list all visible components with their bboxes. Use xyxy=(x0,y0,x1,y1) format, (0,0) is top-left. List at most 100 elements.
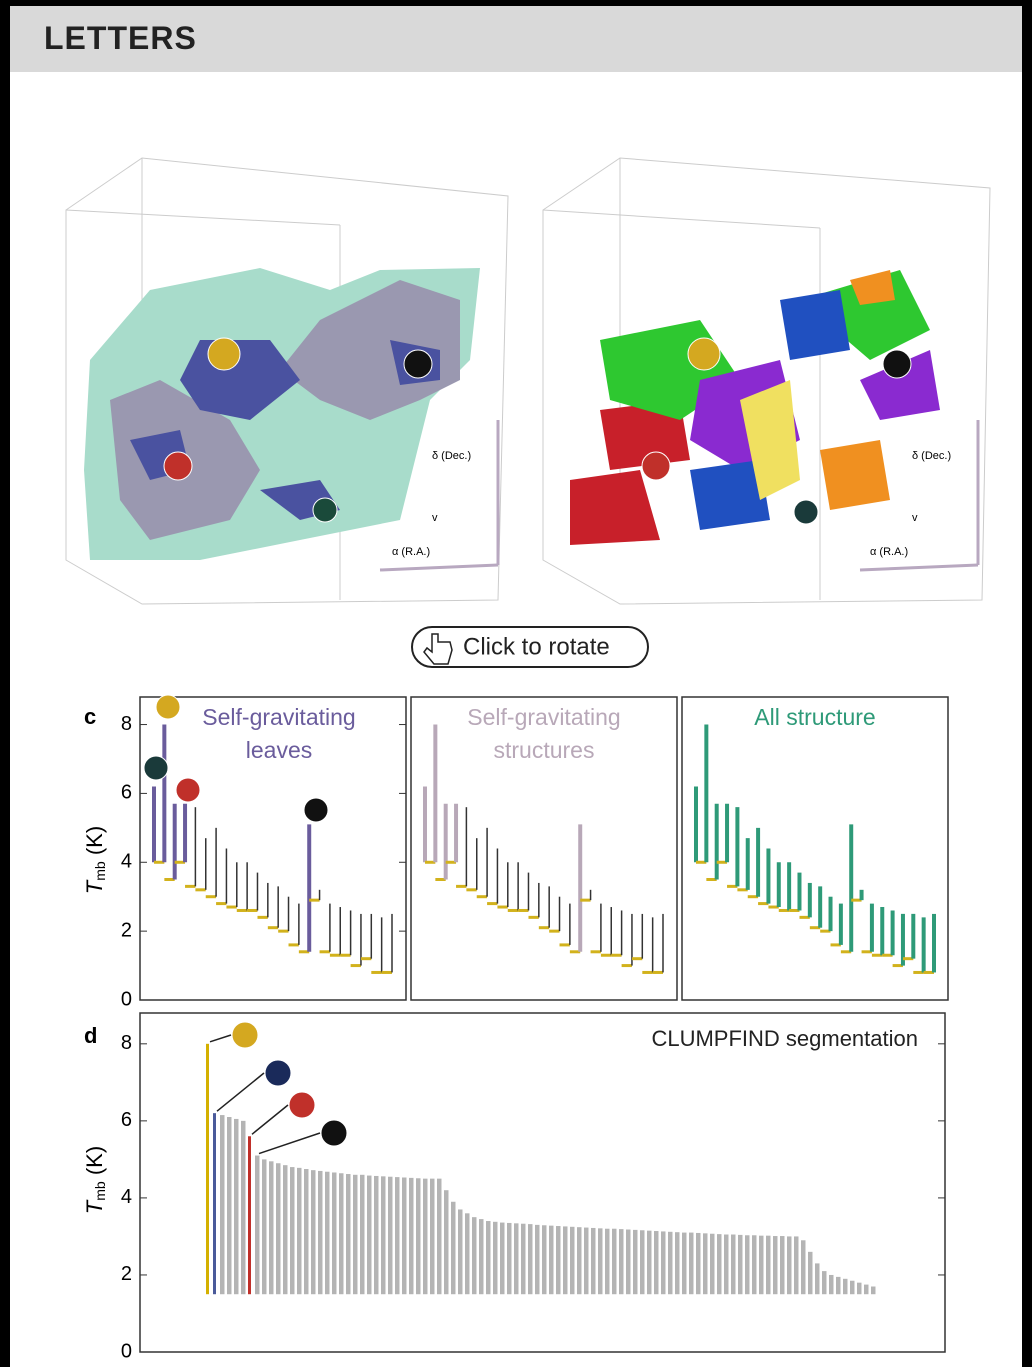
bar xyxy=(493,1222,498,1294)
y-tick-label: 6 xyxy=(121,782,132,804)
bar xyxy=(549,1226,554,1295)
pointer-arrow xyxy=(210,1035,231,1042)
bar xyxy=(339,1173,344,1294)
bar xyxy=(332,1172,337,1294)
bar xyxy=(402,1177,407,1294)
marker-ball xyxy=(289,1092,315,1118)
marker-ball xyxy=(232,1022,258,1048)
bar xyxy=(500,1223,505,1295)
marker-ball xyxy=(144,756,168,780)
rotate-button[interactable]: Click to rotate xyxy=(412,627,648,667)
bar xyxy=(801,1240,806,1294)
bar xyxy=(241,1121,246,1294)
bar xyxy=(262,1159,267,1294)
panel-frame xyxy=(140,1013,945,1352)
bar xyxy=(465,1213,470,1294)
bar xyxy=(668,1232,673,1294)
bar xyxy=(773,1236,778,1294)
y-tick-label: 4 xyxy=(121,851,132,873)
panel-title: structures xyxy=(494,737,595,763)
bar xyxy=(759,1236,764,1295)
bar xyxy=(213,1113,216,1294)
bar xyxy=(458,1209,463,1294)
bar xyxy=(395,1177,400,1294)
bar xyxy=(598,1228,603,1294)
bar xyxy=(444,1190,449,1294)
bar xyxy=(731,1235,736,1295)
bar xyxy=(836,1277,841,1294)
bar xyxy=(206,1044,209,1294)
bar xyxy=(766,1236,771,1295)
panel-label: c xyxy=(84,704,96,729)
marker-ball xyxy=(321,1120,347,1146)
bar xyxy=(857,1283,862,1295)
bar xyxy=(528,1224,533,1294)
bar xyxy=(472,1217,477,1294)
bar xyxy=(724,1235,729,1295)
bar xyxy=(696,1233,701,1294)
bar xyxy=(304,1169,309,1294)
bar xyxy=(290,1167,295,1294)
bar xyxy=(584,1228,589,1295)
marker-ball xyxy=(156,695,180,719)
panel-title: Self-gravitating xyxy=(202,704,355,730)
bar xyxy=(703,1233,708,1294)
clumps-red xyxy=(570,400,690,545)
bar xyxy=(297,1168,302,1294)
bar xyxy=(416,1178,421,1294)
y-tick-label: 2 xyxy=(121,919,132,941)
bar xyxy=(248,1136,251,1294)
button-label[interactable]: Click to rotate xyxy=(463,633,610,660)
panel-title: All structure xyxy=(754,704,875,730)
bar xyxy=(738,1235,743,1294)
bar xyxy=(577,1227,582,1294)
bar xyxy=(745,1235,750,1294)
label-subscript: mb xyxy=(92,861,108,881)
bar xyxy=(409,1178,414,1294)
bar xyxy=(647,1231,652,1295)
bar xyxy=(626,1229,631,1294)
bar xyxy=(871,1287,876,1295)
bar xyxy=(563,1226,568,1294)
y-tick-label: 4 xyxy=(121,1186,132,1208)
bar xyxy=(605,1229,610,1294)
bar xyxy=(633,1230,638,1294)
y-tick-label: 0 xyxy=(121,1340,132,1362)
bar xyxy=(507,1223,512,1294)
bar xyxy=(570,1227,575,1294)
bar xyxy=(479,1219,484,1294)
bar xyxy=(661,1231,666,1294)
y-tick-label: 0 xyxy=(121,988,132,1010)
y-tick-label: 2 xyxy=(121,1263,132,1285)
bar xyxy=(675,1232,680,1294)
bar xyxy=(283,1165,288,1294)
bar xyxy=(829,1275,834,1294)
bar xyxy=(850,1281,855,1294)
bar xyxy=(640,1230,645,1294)
bar xyxy=(437,1179,442,1295)
y-axis-label: Tmb (K) xyxy=(82,1146,108,1214)
bar xyxy=(374,1176,379,1294)
bar xyxy=(234,1119,239,1294)
bar xyxy=(318,1171,323,1294)
label-subscript: mb xyxy=(92,1181,108,1201)
bar xyxy=(388,1177,393,1294)
bar xyxy=(486,1221,491,1294)
axis-label: α (R.A.) xyxy=(392,546,430,558)
bar xyxy=(752,1235,757,1294)
panel-label: d xyxy=(84,1023,97,1048)
bar xyxy=(381,1176,386,1294)
bar xyxy=(255,1156,260,1295)
bar xyxy=(710,1234,715,1294)
bar xyxy=(353,1175,358,1294)
bar xyxy=(815,1263,820,1294)
bar xyxy=(717,1234,722,1294)
marker-ball xyxy=(265,1060,291,1086)
bar xyxy=(689,1233,694,1295)
bar xyxy=(794,1236,799,1294)
y-tick-label: 6 xyxy=(121,1109,132,1131)
label-unit: (K) xyxy=(82,1146,107,1181)
bar xyxy=(808,1252,813,1294)
bar xyxy=(220,1115,225,1294)
bar xyxy=(822,1271,827,1294)
